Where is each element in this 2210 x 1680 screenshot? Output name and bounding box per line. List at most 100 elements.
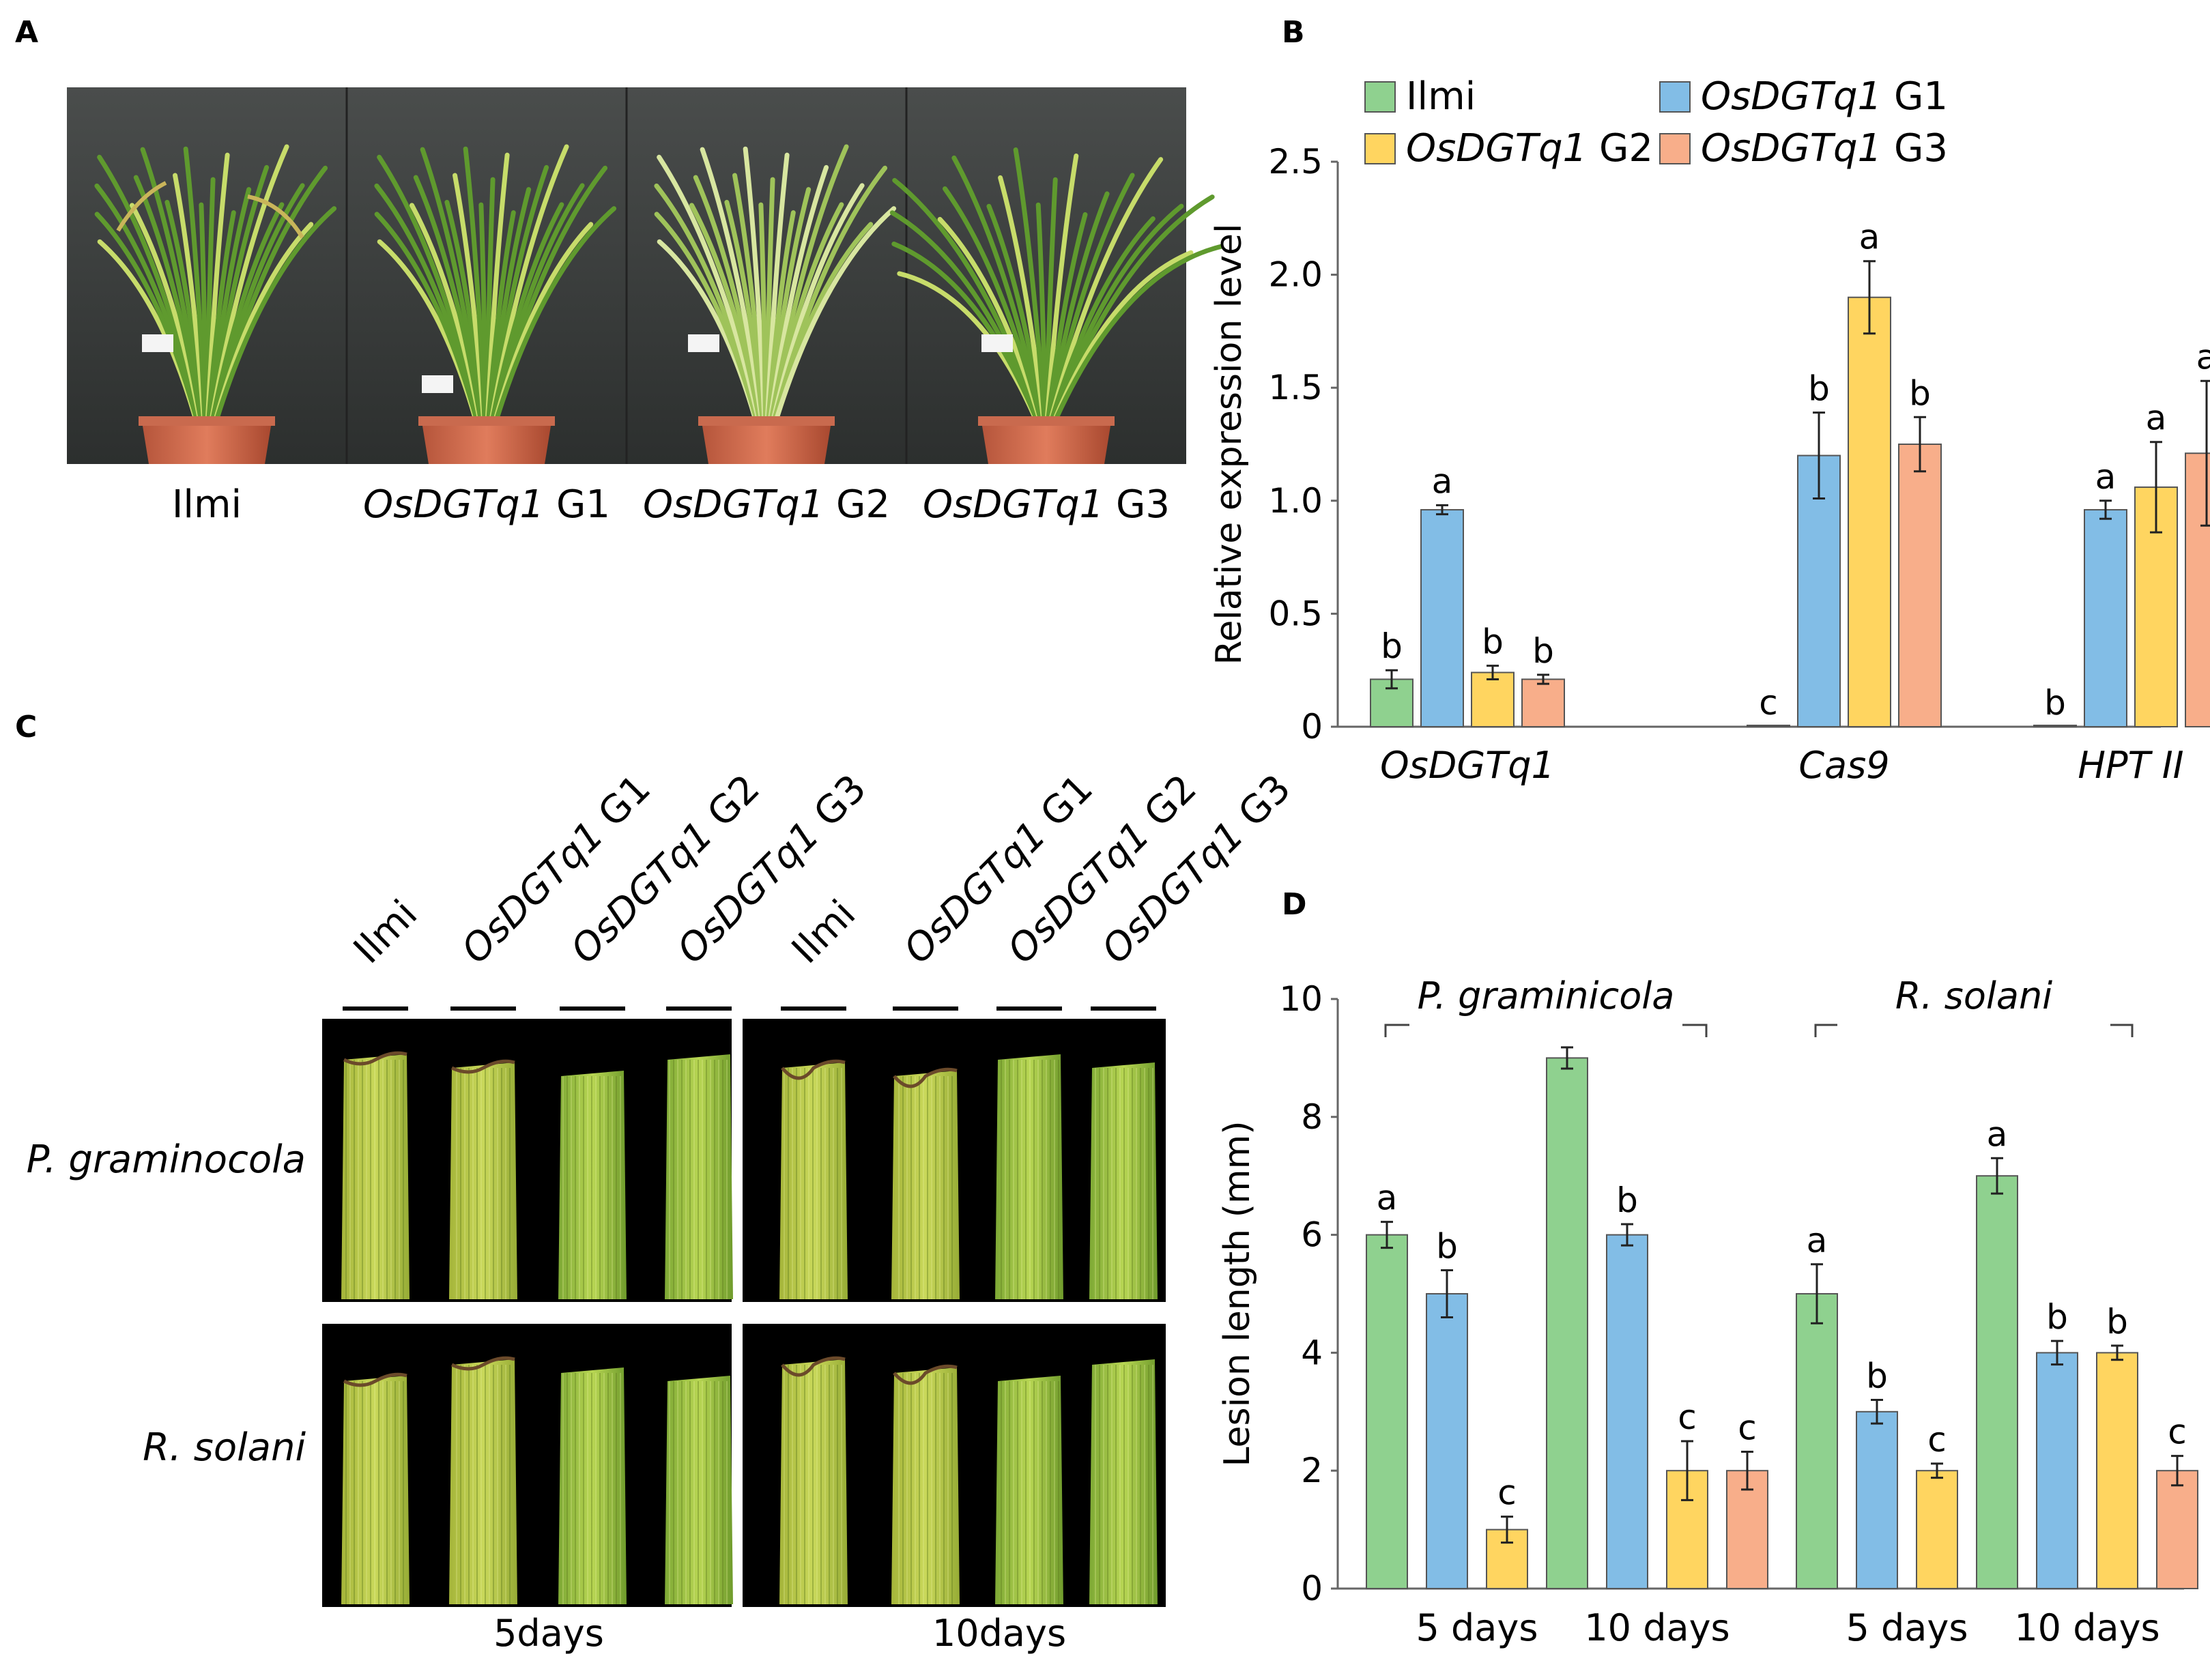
error-bar xyxy=(1381,1221,1393,1249)
leaf-photo-block xyxy=(322,1019,733,1302)
bar-2-3 xyxy=(2096,1352,2138,1590)
leaf-column-label-1: OsDGTq1 G1 xyxy=(453,766,659,972)
legend-swatch-1 xyxy=(1659,81,1691,113)
rice-leaf xyxy=(1035,202,1048,419)
y-axis-label: Relative expression level xyxy=(1209,224,1250,665)
rice-panicle xyxy=(247,194,304,239)
bracket-label-bg xyxy=(1837,1003,2110,1037)
error-bar xyxy=(1487,665,1499,680)
y-tick-label: 1.5 xyxy=(1268,368,1323,407)
lesion-mark xyxy=(450,1059,515,1074)
leaf-veins xyxy=(999,1060,1059,1299)
significance-letter: c xyxy=(1497,1473,1517,1513)
error-bar xyxy=(1501,1516,1513,1544)
rice-leaf xyxy=(208,164,270,419)
significance-letter: c xyxy=(1678,1397,1697,1437)
error-bar xyxy=(2200,379,2210,527)
significance-letter: c xyxy=(1927,1420,1947,1460)
y-tick-label: 0 xyxy=(1301,1569,1323,1608)
bar-0-2 xyxy=(1796,1293,1838,1589)
rice-leaf xyxy=(377,154,480,419)
rice-leaf xyxy=(768,164,829,419)
error-bar xyxy=(1386,669,1398,690)
panel-label-b: B xyxy=(1282,15,1305,50)
leaf-veins xyxy=(345,1060,405,1299)
lesion-mark xyxy=(893,1364,958,1385)
panel-label-d: D xyxy=(1282,887,1307,922)
plant-tag xyxy=(422,375,453,393)
leaf-sample xyxy=(1089,1359,1158,1604)
legend-swatch-2 xyxy=(1364,133,1396,164)
leaf-photo-block xyxy=(322,1324,733,1607)
legend-label-0: Ilmi xyxy=(1406,74,1476,119)
leaf-veins xyxy=(562,1373,622,1604)
y-tick-label: 2 xyxy=(1301,1451,1323,1490)
significance-letter: c xyxy=(2168,1413,2187,1452)
leaf-veins xyxy=(562,1076,622,1299)
genotype-label-3-gene: OsDGTq1 xyxy=(923,482,1104,527)
legend-label-3-text: G3 xyxy=(1882,126,1948,171)
leaf-photo-grid xyxy=(322,1019,1166,1607)
y-tick-label: 2.0 xyxy=(1268,255,1323,295)
y-tick-label: 1.0 xyxy=(1268,481,1323,521)
rice-leaf xyxy=(495,206,617,419)
plant-pot xyxy=(981,422,1111,464)
category-label-1: 10 days xyxy=(1584,1606,1730,1649)
lesion-mark xyxy=(781,1059,846,1080)
significance-letter: b xyxy=(1866,1357,1888,1396)
genotype-label-2-gene: OsDGTq1 xyxy=(643,482,824,527)
bar-0-1 xyxy=(1546,1057,1588,1589)
rice-leaf xyxy=(1046,212,1088,419)
plant-tag xyxy=(688,334,719,352)
legend-label-2: OsDGTq1 G2 xyxy=(1406,126,1653,171)
panel-a-plant-photos: Ilmi OsDGTq1 G1 OsDGTq1 G2 OsDGTq1 G3 xyxy=(67,87,1224,527)
bar-1-1 xyxy=(1606,1234,1648,1589)
error-bar xyxy=(1537,674,1549,685)
bar-3-3 xyxy=(2156,1470,2198,1589)
rice-leaf xyxy=(998,175,1046,419)
bar-0-0 xyxy=(1366,1234,1408,1589)
rice-leaf xyxy=(140,147,204,419)
category-label-0: OsDGTq1 xyxy=(1380,744,1555,787)
significance-letter: a xyxy=(1859,218,1880,257)
leaf-column-label-4: Ilmi xyxy=(784,892,864,972)
significance-letter: a xyxy=(2196,337,2210,377)
plant-tag xyxy=(981,334,1013,352)
bar-2-1 xyxy=(1848,296,1891,728)
error-bar xyxy=(1991,1157,2003,1195)
leaf-sample xyxy=(449,1356,517,1604)
legend-label-1-text: G1 xyxy=(1882,74,1948,119)
error-bar xyxy=(1681,1440,1693,1501)
category-label-2: HPT II xyxy=(2078,744,2183,787)
leaf-veins xyxy=(669,1381,729,1604)
significance-letter: b xyxy=(1436,1226,1458,1266)
pot-rim xyxy=(698,416,835,426)
lesion-mark xyxy=(781,1356,846,1377)
rice-leaf xyxy=(1045,154,1079,419)
significance-letter: b xyxy=(1381,626,1403,666)
legend-swatch-0 xyxy=(1364,81,1396,113)
genotype-label-3: OsDGTq1 G3 xyxy=(923,482,1170,527)
significance-letter: c xyxy=(1738,1408,1757,1448)
significance-letter: a xyxy=(1377,1178,1398,1218)
error-bar xyxy=(1436,504,1448,516)
bracket-label-bg xyxy=(1409,1003,1682,1037)
error-bar xyxy=(1741,1451,1753,1491)
leaf-veins xyxy=(669,1060,729,1299)
rice-leaf xyxy=(775,206,897,419)
leaf-veins xyxy=(999,1381,1059,1604)
bar-0-2 xyxy=(2033,725,2077,727)
bar-1-0 xyxy=(1420,509,1464,727)
legend-label-2-text: G2 xyxy=(1587,126,1653,171)
time-label-5days: 5days xyxy=(493,1612,604,1655)
plant-photo xyxy=(889,87,1224,464)
leaf-sample xyxy=(558,1071,627,1299)
rice-leaf xyxy=(463,146,487,419)
leaf-sample xyxy=(558,1367,627,1604)
significance-letter: b xyxy=(2044,683,2066,723)
genotype-label-2-text: G2 xyxy=(824,482,890,527)
error-bar xyxy=(1863,260,1876,335)
